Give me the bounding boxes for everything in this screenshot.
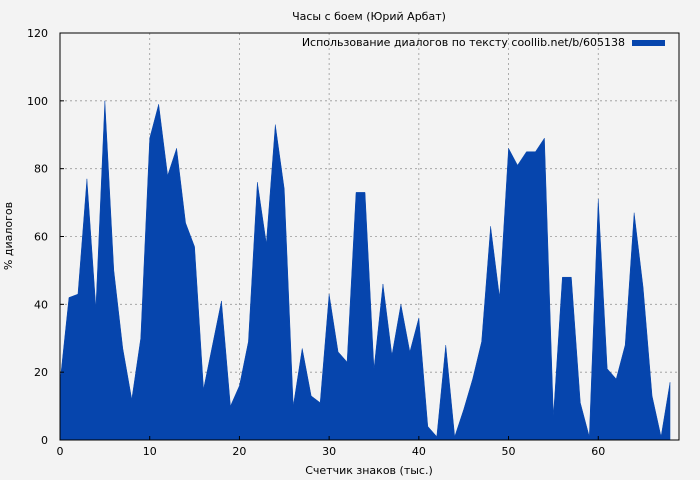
- x-tick-label: 40: [412, 445, 426, 458]
- y-tick-label: 40: [34, 298, 48, 311]
- x-tick-label: 0: [57, 445, 64, 458]
- x-tick-label: 30: [322, 445, 336, 458]
- y-tick-label: 20: [34, 366, 48, 379]
- x-tick-label: 10: [143, 445, 157, 458]
- legend: Использование диалогов по тексту coollib…: [302, 36, 665, 49]
- y-tick-label: 0: [41, 434, 48, 447]
- y-axis-label: % диалогов: [2, 202, 15, 270]
- chart-title: Часы с боем (Юрий Арбат): [292, 10, 446, 23]
- legend-swatch: [632, 40, 665, 46]
- y-tick-label: 100: [27, 95, 48, 108]
- y-tick-label: 80: [34, 163, 48, 176]
- y-tick-label: 60: [34, 231, 48, 244]
- y-tick-label: 120: [27, 27, 48, 40]
- series-layer: [59, 100, 671, 441]
- x-tick-label: 60: [591, 445, 605, 458]
- x-axis-label: Счетчик знаков (тыс.): [305, 464, 433, 477]
- x-tick-label: 50: [502, 445, 516, 458]
- legend-label: Использование диалогов по тексту coollib…: [302, 36, 625, 49]
- ticks: 0 10 20 30 40 50 60 0 20 40 60 80 100 120: [27, 27, 605, 458]
- x-tick-label: 20: [232, 445, 246, 458]
- series-area: [59, 100, 671, 441]
